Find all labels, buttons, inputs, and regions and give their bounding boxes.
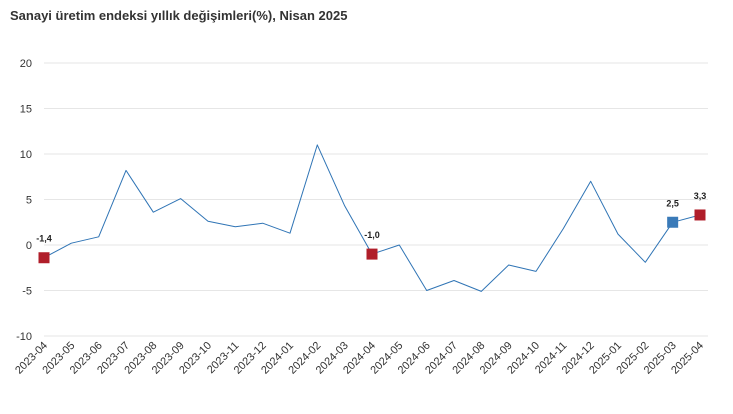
data-point-marker [38, 252, 50, 264]
y-tick-label: 0 [26, 240, 32, 252]
y-tick-label: 15 [20, 104, 32, 116]
data-label: 2,5 [666, 198, 679, 208]
series-layer [43, 144, 701, 292]
chart-title: Sanayi üretim endeksi yıllık değişimleri… [10, 8, 348, 23]
data-point-marker [667, 216, 679, 228]
y-tick-label: -10 [16, 331, 32, 343]
data-label-layer: -1,4 -1,0 2,5 3,3 [36, 191, 706, 244]
data-point-marker [366, 248, 378, 260]
y-tick-label: -5 [22, 286, 32, 298]
data-label: 3,3 [694, 191, 707, 201]
grid-layer [44, 62, 708, 337]
y-tick-label: 10 [20, 149, 32, 161]
x-axis: 2023-042023-052023-062023-072023-082023-… [13, 340, 706, 377]
data-label: -1,0 [364, 230, 380, 240]
marker-layer [38, 209, 706, 264]
data-point-marker [694, 209, 706, 221]
series-line-0 [43, 144, 701, 292]
y-tick-label: 5 [26, 195, 32, 207]
data-label: -1,4 [36, 234, 52, 244]
y-tick-label: 20 [20, 58, 32, 70]
y-axis: 20 15 10 5 0 -5 -10 [16, 58, 32, 343]
